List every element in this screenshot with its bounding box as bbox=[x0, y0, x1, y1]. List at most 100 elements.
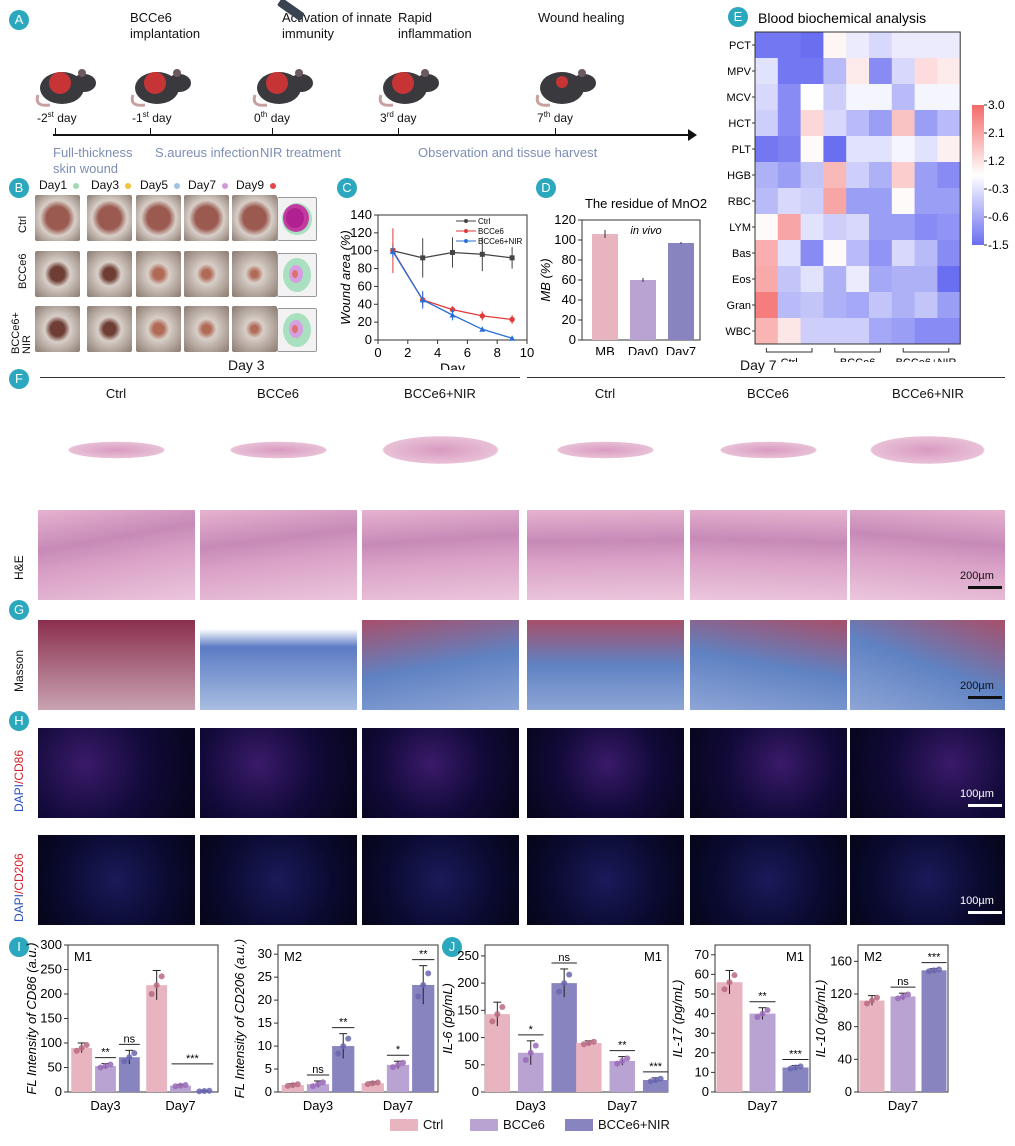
heatmap-cell bbox=[914, 58, 938, 85]
heatmap-cell bbox=[800, 58, 824, 85]
wound-photo bbox=[184, 195, 229, 241]
y-tick-label: 120 bbox=[830, 986, 852, 1001]
timeline-tick bbox=[555, 128, 556, 135]
heatmap-cell bbox=[914, 110, 938, 137]
heatmap-cell bbox=[869, 214, 893, 241]
group-label: Ctrl bbox=[17, 215, 29, 233]
day-dot bbox=[73, 183, 79, 189]
day-suffix: th bbox=[543, 110, 551, 119]
replicate-point bbox=[614, 1060, 621, 1067]
wound-photo bbox=[184, 306, 229, 352]
heatmap-cell bbox=[914, 214, 938, 241]
heatmap-cell bbox=[777, 58, 802, 85]
heatmap-cell bbox=[755, 214, 779, 241]
x-tick-label: Day7 bbox=[383, 1098, 413, 1113]
plot-frame bbox=[277, 944, 439, 1093]
legend-item: BCCe6+NIR bbox=[565, 1117, 670, 1132]
group-bracket bbox=[902, 348, 950, 353]
heatmap-cell bbox=[800, 292, 824, 319]
bar bbox=[609, 1060, 635, 1092]
row-label: RBC bbox=[728, 196, 751, 208]
heatmap-cell bbox=[777, 214, 802, 241]
cd206-fluorescence-image bbox=[200, 835, 357, 925]
replicate-point bbox=[489, 1018, 496, 1025]
panel-label-g: G bbox=[9, 600, 29, 620]
y-tick-label: 70 bbox=[695, 947, 709, 962]
group-bracket bbox=[834, 348, 881, 353]
panel-tag: M2 bbox=[864, 949, 882, 964]
heatmap-cell bbox=[869, 110, 893, 137]
day3-header: Day 3 bbox=[228, 357, 265, 373]
y-tick-label: 25 bbox=[258, 969, 272, 984]
panel-label-h: H bbox=[9, 711, 29, 731]
wound-photo bbox=[35, 195, 80, 241]
replicate-point bbox=[905, 991, 911, 998]
timeline-axis bbox=[53, 134, 691, 136]
heatmap-cell bbox=[937, 266, 961, 293]
x-tick-label: 10 bbox=[520, 345, 534, 360]
replicate-point bbox=[647, 1078, 654, 1085]
x-tick-label: Day3 bbox=[303, 1098, 333, 1113]
heatmap-cell bbox=[777, 136, 802, 163]
replicate-point bbox=[310, 1083, 316, 1090]
bar bbox=[361, 1083, 384, 1092]
wound-photo bbox=[35, 306, 80, 352]
cd206-fluorescence-image bbox=[38, 835, 195, 925]
y-tick-label: 50 bbox=[48, 1060, 62, 1075]
y-tick-label: 100 bbox=[554, 232, 576, 247]
heatmap-cell bbox=[800, 110, 824, 137]
wound-photo bbox=[184, 251, 229, 297]
y-tick-label: 300 bbox=[40, 937, 62, 952]
y-tick-label: 40 bbox=[562, 292, 576, 307]
replicate-point bbox=[926, 968, 932, 975]
day-word: day bbox=[267, 111, 291, 125]
heatmap-cell bbox=[777, 240, 802, 267]
heatmap-cell bbox=[846, 162, 870, 189]
y-tick-label: 120 bbox=[554, 212, 576, 227]
y-tick-label: 100 bbox=[40, 1035, 62, 1050]
row-label: PCT bbox=[729, 40, 751, 52]
heatmap-cell bbox=[800, 84, 824, 111]
heatmap-cell bbox=[869, 266, 893, 293]
replicate-point bbox=[936, 966, 942, 973]
heatmap-cell bbox=[777, 110, 802, 137]
group-label: BCCe6 bbox=[840, 357, 875, 362]
y-tick-label: 100 bbox=[457, 1030, 479, 1045]
panel-label-i: I bbox=[9, 937, 29, 957]
day-word: day bbox=[550, 111, 574, 125]
day-suffix: st bbox=[142, 110, 149, 119]
heatmap-cell bbox=[937, 318, 961, 345]
legend-marker bbox=[464, 219, 468, 223]
bar bbox=[146, 985, 168, 1092]
replicate-point bbox=[585, 1040, 592, 1046]
replicate-point bbox=[731, 972, 738, 979]
column-label: BCCe6+NIR bbox=[892, 386, 964, 401]
bar bbox=[281, 1085, 304, 1092]
heatmap-cell bbox=[846, 240, 870, 267]
bar bbox=[551, 983, 577, 1092]
colorbar-label: 1.2 bbox=[988, 154, 1005, 168]
y-tick-label: 40 bbox=[358, 296, 372, 311]
legend-label: Ctrl bbox=[478, 217, 491, 226]
y-tick-label: 0 bbox=[569, 332, 576, 347]
wound-photo bbox=[136, 306, 181, 352]
y-tick-label: 250 bbox=[457, 948, 479, 963]
x-tick-label: Day7 bbox=[165, 1098, 195, 1113]
y-tick-label: 50 bbox=[465, 1057, 479, 1072]
heatmap-cell bbox=[869, 188, 893, 215]
event-day: 0th day bbox=[254, 110, 290, 125]
event-day: 3rd day bbox=[380, 110, 417, 125]
panel-tag: M1 bbox=[644, 949, 662, 964]
x-tick-label: MB bbox=[595, 344, 615, 355]
heatmap-cell bbox=[800, 240, 824, 267]
legend-marker bbox=[464, 229, 468, 233]
cd206-label: /CD206 bbox=[12, 853, 26, 894]
heatmap-cell bbox=[869, 162, 893, 189]
data-point bbox=[479, 326, 486, 332]
heatmap-cell bbox=[914, 32, 938, 59]
heatmap-cell bbox=[777, 292, 802, 319]
day-label: Day3 bbox=[91, 178, 120, 192]
heatmap-cell bbox=[823, 318, 847, 345]
heatmap-cell bbox=[800, 318, 824, 345]
